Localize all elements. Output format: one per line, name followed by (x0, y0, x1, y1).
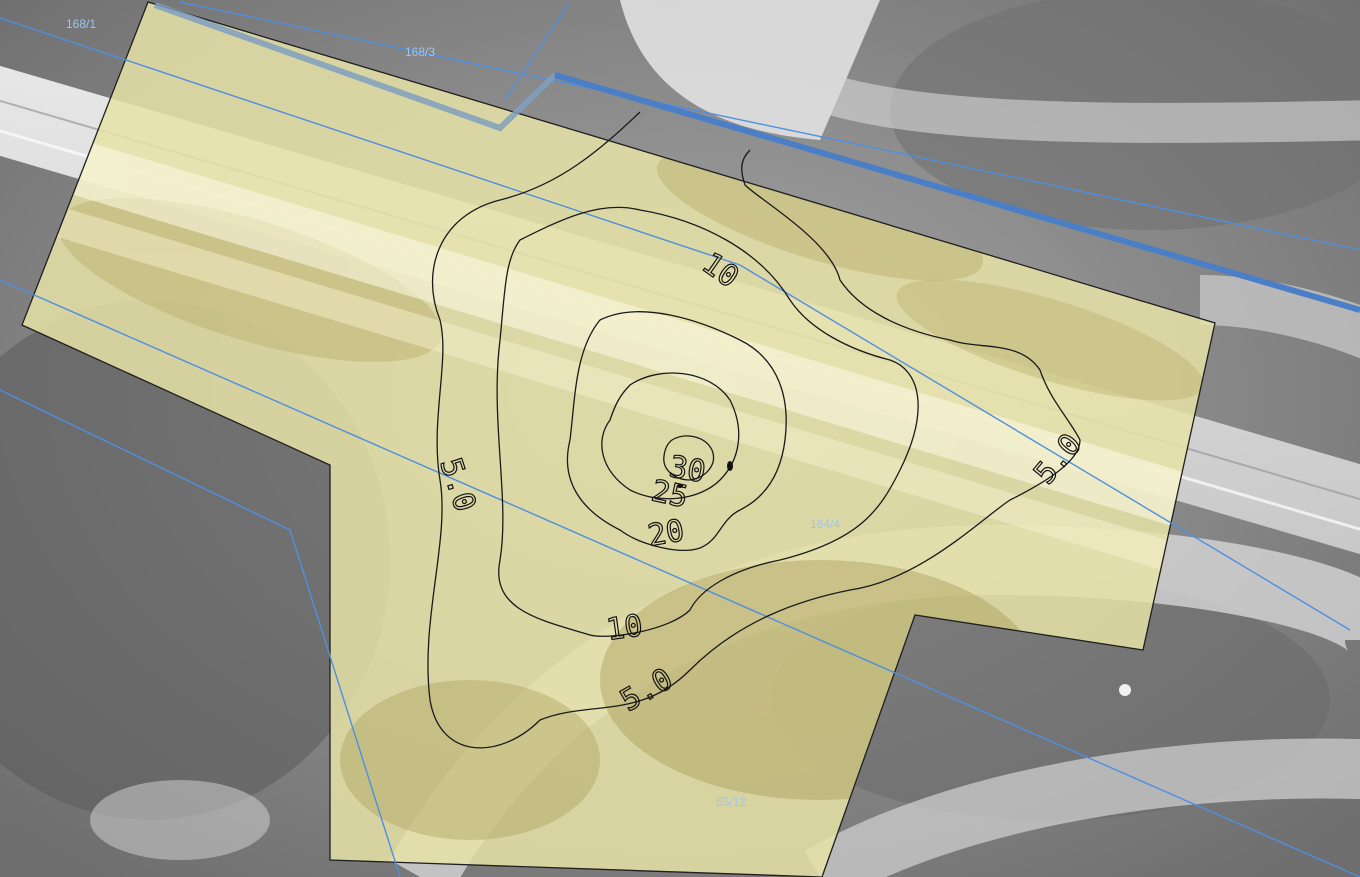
parcel-label-168-3: 168/3 (405, 45, 435, 59)
parcel-labels: 168/1 168/3 164/4 55/12 (66, 17, 840, 809)
contour-20 (566, 311, 787, 551)
contour-label-20: 20 (645, 513, 687, 554)
parcel-label-55-12: 55/12 (716, 795, 746, 809)
peak-marker (727, 461, 733, 471)
contour-lines (427, 111, 1081, 749)
parcel-label-168-1: 168/1 (66, 17, 96, 31)
contour-label-30: 30 (667, 449, 709, 490)
contour-5-0 (427, 111, 1081, 749)
contour-30 (663, 435, 715, 481)
peak-marker-secondary (677, 484, 683, 488)
contour-25 (601, 372, 740, 500)
parcel-label-164-4: 164/4 (810, 517, 840, 531)
contour-label-25: 25 (648, 474, 691, 516)
contour-label-10-bottom: 10 (604, 608, 645, 648)
contour-10 (496, 206, 919, 637)
